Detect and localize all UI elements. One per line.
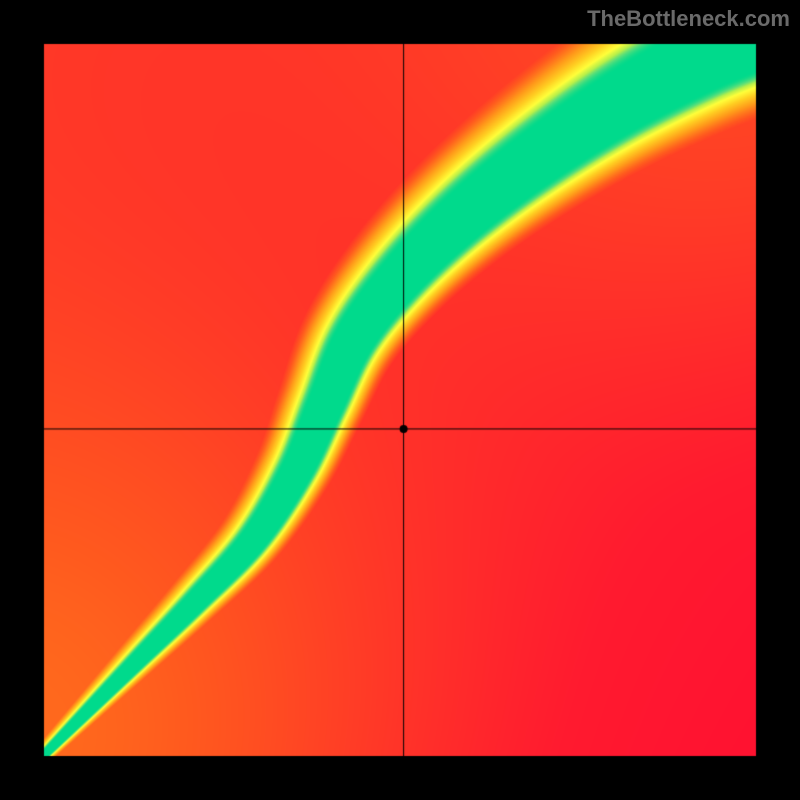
watermark-text: TheBottleneck.com bbox=[587, 6, 790, 32]
chart-wrapper: TheBottleneck.com bbox=[0, 0, 800, 800]
heatmap-canvas bbox=[0, 0, 800, 800]
